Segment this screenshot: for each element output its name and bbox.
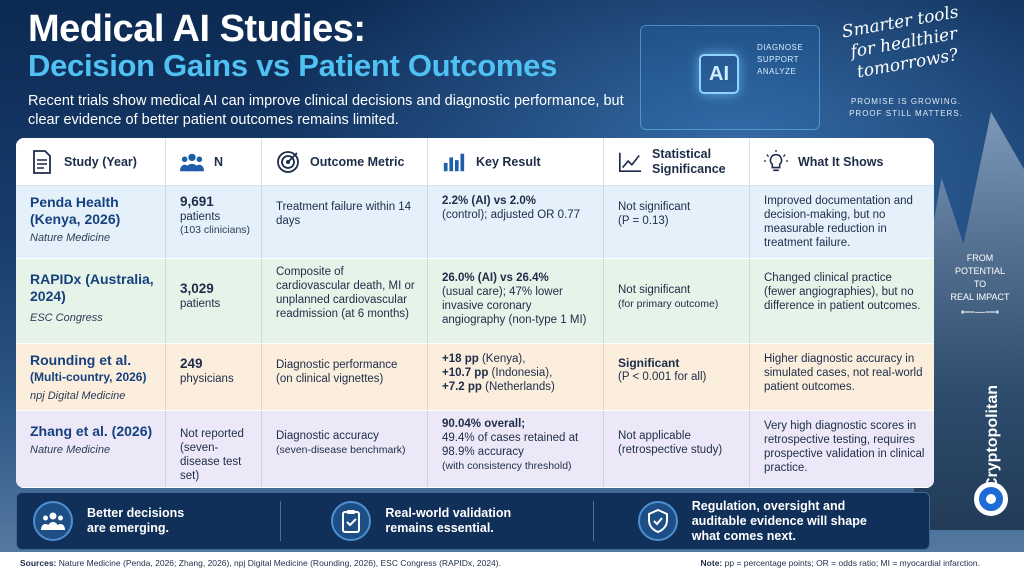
- study-cell: Rounding et al. (Multi-country, 2026) np…: [16, 344, 166, 410]
- brand-logo-icon: [974, 482, 1008, 516]
- n-cell: Not reported (seven-disease test set): [166, 411, 262, 487]
- metric-cell: Diagnostic performance (on clinical vign…: [262, 344, 428, 410]
- bar-chart-icon: [442, 150, 466, 174]
- column-header-key-result: Key Result: [428, 138, 604, 186]
- hologram-text: DIAGNOSE SUPPORT ANALYZE: [757, 43, 804, 76]
- document-icon: [30, 150, 54, 174]
- column-header-significance: Statistical Significance: [604, 138, 750, 186]
- metric-cell: Diagnostic accuracy (seven-disease bench…: [262, 411, 428, 487]
- study-source: Nature Medicine: [30, 232, 111, 244]
- table-header: Study (Year) N Outcome Metric Key Result…: [16, 138, 934, 186]
- footer: [0, 552, 1024, 576]
- significance-cell: Not significant (for primary outcome): [604, 259, 750, 343]
- metric-cell: Composite of cardiovascular death, MI or…: [262, 259, 428, 343]
- study-source: ESC Congress: [30, 312, 103, 324]
- clipboard-check-icon: [331, 501, 372, 541]
- takeaway-item: Regulation, oversight and auditable evid…: [594, 492, 929, 550]
- lightbulb-icon: [764, 150, 788, 174]
- takeaway-item: Real-world validation remains essential.: [281, 492, 592, 550]
- column-header-study: Study (Year): [16, 138, 166, 186]
- promise-text: PROMISE IS GROWING. PROOF STILL MATTERS.: [849, 97, 963, 118]
- ai-chip-label: AI: [699, 54, 739, 94]
- line-chart-icon: [618, 150, 642, 174]
- n-cell: 3,029 patients: [166, 259, 262, 343]
- page-subtitle: Recent trials show medical AI can improv…: [28, 93, 624, 128]
- target-icon: [276, 150, 300, 174]
- column-header-outcome: Outcome Metric: [262, 138, 428, 186]
- study-name: Penda Health (Kenya, 2026): [30, 194, 121, 227]
- result-cell: 2.2% (AI) vs 2.0% (control); adjusted OR…: [428, 186, 604, 258]
- arrow-icon: ⟵—⟶: [960, 307, 1000, 318]
- hologram-display: AI DIAGNOSE SUPPORT ANALYZE: [640, 25, 820, 130]
- page-title-accent: Decision Gains vs Patient Outcomes: [28, 48, 558, 83]
- column-header-n: N: [166, 138, 262, 186]
- table-row: Penda Health (Kenya, 2026) Nature Medici…: [16, 186, 934, 259]
- study-name: Rounding et al.: [30, 352, 132, 368]
- shows-cell: Very high diagnostic scores in retrospec…: [764, 420, 925, 474]
- table-row: Zhang et al. (2026) Nature Medicine Not …: [16, 411, 934, 488]
- brand-name: Cryptopolitan: [984, 385, 1001, 489]
- result-cell: 26.0% (AI) vs 26.4% (usual care); 47% lo…: [428, 259, 604, 343]
- side-note: FROM POTENTIAL TO REAL IMPACT ⟵—⟶: [944, 252, 1016, 319]
- table-row: RAPIDx (Australia, 2024) ESC Congress 3,…: [16, 259, 934, 344]
- study-name-sub: (Multi-country, 2026): [30, 370, 147, 384]
- significance-cell: Significant (P < 0.001 for all): [604, 344, 750, 410]
- shows-cell: Changed clinical practice (fewer angiogr…: [764, 272, 921, 312]
- significance-cell: Not applicable (retrospective study): [604, 411, 750, 487]
- study-cell: RAPIDx (Australia, 2024) ESC Congress: [16, 259, 166, 343]
- result-cell: +18 pp (Kenya), +10.7 pp (Indonesia), +7…: [428, 344, 604, 410]
- n-cell: 249 physicians: [166, 344, 262, 410]
- sources-text: Sources: Nature Medicine (Penda, 2026; Z…: [20, 558, 501, 568]
- significance-cell: Not significant (P = 0.13): [604, 186, 750, 258]
- study-source: npj Digital Medicine: [30, 390, 126, 402]
- study-name: Zhang et al. (2026): [30, 423, 153, 439]
- people-icon: [180, 150, 204, 174]
- studies-table: Study (Year) N Outcome Metric Key Result…: [16, 138, 934, 488]
- brand: Cryptopolitan: [968, 380, 1018, 520]
- table-row: Rounding et al. (Multi-country, 2026) np…: [16, 344, 934, 411]
- column-header-shows: What It Shows: [750, 138, 934, 186]
- group-icon: [33, 501, 73, 541]
- study-cell: Zhang et al. (2026) Nature Medicine: [16, 411, 166, 487]
- takeaways-bar: Better decisions are emerging. Real-worl…: [16, 492, 930, 550]
- page-title: Medical AI Studies:: [28, 8, 366, 50]
- takeaway-item: Better decisions are emerging.: [17, 492, 280, 550]
- shield-check-icon: [637, 501, 678, 541]
- divider: [280, 501, 282, 541]
- study-source: Nature Medicine: [30, 444, 111, 456]
- metric-cell: Treatment failure within 14 days: [262, 186, 428, 258]
- note-text: Note: pp = percentage points; OR = odds …: [700, 558, 980, 568]
- study-name: RAPIDx (Australia, 2024): [30, 271, 154, 304]
- n-cell: 9,691 patients (103 clinicians): [166, 186, 262, 258]
- shows-cell: Improved documentation and decision-maki…: [764, 195, 913, 249]
- study-cell: Penda Health (Kenya, 2026) Nature Medici…: [16, 186, 166, 258]
- shows-cell: Higher diagnostic accuracy in simulated …: [764, 353, 923, 393]
- divider: [592, 501, 594, 541]
- result-cell: 90.04% overall; 49.4% of cases retained …: [428, 411, 604, 487]
